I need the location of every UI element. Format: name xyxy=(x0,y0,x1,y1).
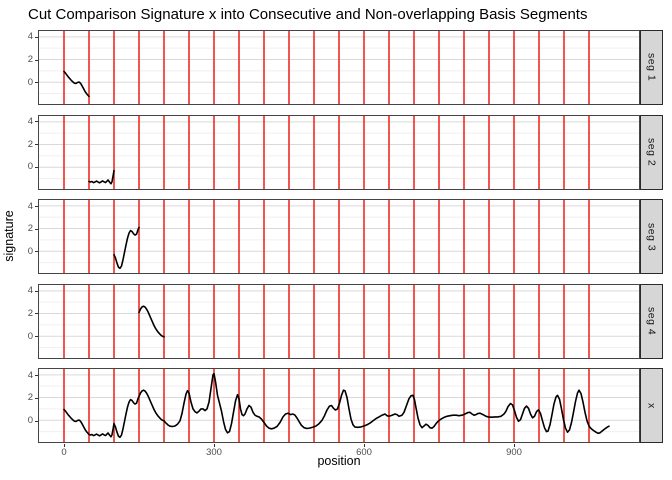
y-tick-mark xyxy=(35,290,38,292)
y-tick-mark xyxy=(35,313,38,315)
y-tick-label: 2 xyxy=(27,54,33,66)
panel-border xyxy=(38,114,640,190)
y-tick-label: 2 xyxy=(27,307,33,319)
y-tick-mark xyxy=(35,420,38,422)
chart-title: Cut Comparison Signature x into Consecut… xyxy=(28,6,588,23)
y-tick-label: 2 xyxy=(27,392,33,404)
facet-strip: seg 1 xyxy=(640,30,663,105)
y-tick-mark xyxy=(35,121,38,123)
x-tick-mark xyxy=(214,444,215,448)
y-tick-mark xyxy=(35,251,38,253)
y-tick-mark xyxy=(35,166,38,168)
facet-panel-seg-4 xyxy=(38,283,640,359)
y-tick-label: 0 xyxy=(27,415,33,427)
y-tick-label: 0 xyxy=(27,330,33,342)
panel-border xyxy=(38,199,640,275)
panel-border xyxy=(38,283,640,359)
facet-panel-seg-3 xyxy=(38,199,640,275)
y-tick-mark xyxy=(35,36,38,38)
y-axis-title: signature xyxy=(2,210,16,262)
y-tick-label: 0 xyxy=(27,245,33,257)
signal-curve xyxy=(63,373,610,439)
facet-strip: x xyxy=(640,368,663,444)
signal-curve xyxy=(138,305,165,338)
y-tick-mark xyxy=(35,228,38,230)
x-tick-label: 600 xyxy=(356,447,372,458)
y-tick-label: 2 xyxy=(27,138,33,150)
y-tick-mark xyxy=(35,59,38,61)
y-tick-label: 0 xyxy=(27,76,33,88)
x-tick-label: 300 xyxy=(206,447,222,458)
y-tick-label: 4 xyxy=(27,31,33,43)
x-tick-label: 900 xyxy=(506,447,522,458)
y-tick-mark xyxy=(35,375,38,377)
signal-curve xyxy=(88,169,115,185)
y-tick-label: 4 xyxy=(27,115,33,127)
x-tick-mark xyxy=(364,444,365,448)
y-tick-mark xyxy=(35,144,38,146)
y-tick-label: 4 xyxy=(27,369,33,381)
facet-panel-seg-2 xyxy=(38,114,640,190)
y-tick-mark xyxy=(35,336,38,338)
facet-panel-seg-1 xyxy=(38,30,640,105)
y-tick-label: 0 xyxy=(27,161,33,173)
facet-strip: seg 3 xyxy=(640,199,663,275)
y-tick-mark xyxy=(35,82,38,84)
y-tick-mark xyxy=(35,397,38,399)
panel-border xyxy=(38,368,640,444)
signal-curve xyxy=(113,226,140,270)
x-tick-mark xyxy=(64,444,65,448)
y-tick-label: 4 xyxy=(27,200,33,212)
y-tick-mark xyxy=(35,206,38,208)
x-tick-label: 0 xyxy=(61,447,67,458)
signal-curve xyxy=(63,70,90,98)
y-tick-label: 2 xyxy=(27,223,33,235)
facet-strip: seg 2 xyxy=(640,114,663,190)
x-axis-title: position xyxy=(317,454,361,468)
facet-strip: seg 4 xyxy=(640,283,663,359)
facet-panel-x xyxy=(38,368,640,444)
panel-border xyxy=(38,30,640,105)
y-tick-label: 4 xyxy=(27,285,33,297)
x-tick-mark xyxy=(514,444,515,448)
